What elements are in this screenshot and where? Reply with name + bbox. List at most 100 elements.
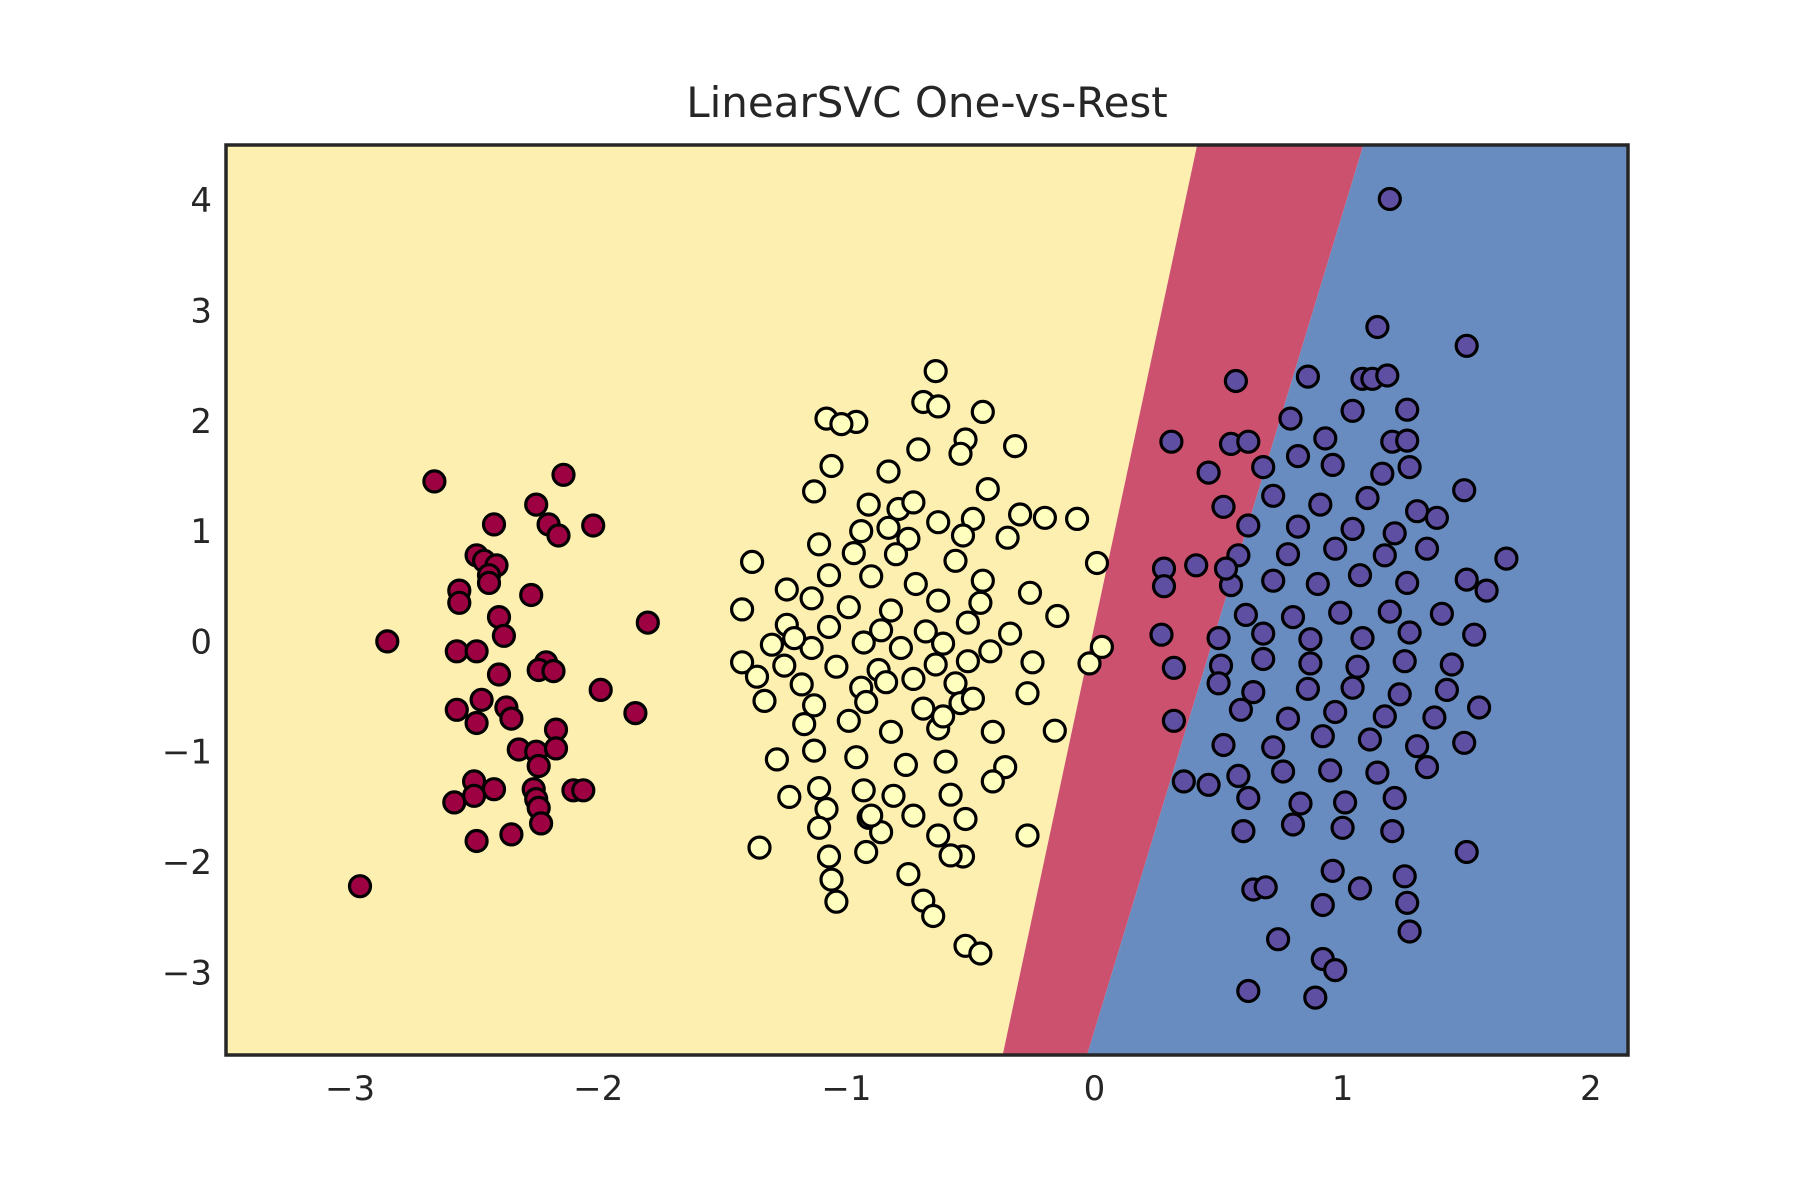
scatter-point-series-2 — [1228, 697, 1254, 722]
scatter-point-series-2 — [1375, 363, 1400, 388]
scatter-point-series-2 — [1251, 621, 1276, 646]
x-tick-label: 1 — [1332, 1069, 1354, 1109]
scatter-point-series-2 — [1288, 791, 1313, 816]
scatter-point-series-0 — [524, 492, 549, 517]
scatter-point-series-2 — [1466, 695, 1492, 720]
scatter-point-series-2 — [1206, 671, 1231, 696]
scatter-point-series-1 — [801, 479, 827, 504]
scatter-point-series-1 — [744, 664, 770, 689]
y-tick-label: 1 — [190, 512, 212, 552]
scatter-point-series-0 — [551, 462, 576, 487]
scatter-point-series-1 — [1064, 506, 1090, 532]
scatter-point-series-2 — [1372, 543, 1397, 568]
scatter-point-series-2 — [1454, 567, 1479, 592]
scatter-point-series-1 — [896, 861, 921, 887]
scatter-point-series-1 — [926, 823, 951, 848]
scatter-point-series-0 — [546, 523, 571, 548]
scatter-point-series-1 — [980, 719, 1005, 744]
scatter-point-series-1 — [774, 577, 799, 602]
scatter-point-series-1 — [777, 784, 802, 810]
scatter-point-series-1 — [759, 632, 785, 657]
scatter-point-series-2 — [1454, 333, 1479, 358]
scatter-point-series-1 — [854, 839, 879, 865]
y-tick-label: −3 — [162, 953, 212, 993]
scatter-point-series-2 — [1261, 483, 1286, 508]
scatter-point-series-2 — [1340, 516, 1365, 542]
scatter-point-series-1 — [836, 595, 861, 620]
scatter-point-series-1 — [975, 477, 1000, 502]
scatter-point-series-2 — [1295, 364, 1321, 389]
region-middle — [1002, 145, 1364, 1055]
scatter-point-series-2 — [1365, 314, 1390, 340]
scatter-point-series-2 — [1270, 759, 1296, 784]
region-left — [226, 145, 1198, 1055]
scatter-point-series-0 — [481, 512, 507, 537]
scatter-point-series-2 — [1404, 734, 1430, 759]
scatter-point-series-1 — [930, 704, 956, 729]
scatter-point-series-0 — [481, 777, 507, 802]
scatter-point-series-0 — [464, 828, 489, 854]
scatter-point-series-2 — [1392, 649, 1417, 674]
scatter-point-series-0 — [462, 783, 487, 808]
scatter-point-series-2 — [1285, 514, 1311, 539]
scatter-point-series-2 — [1434, 677, 1460, 703]
scatter-point-series-1 — [1015, 681, 1040, 706]
scatter-point-series-2 — [1320, 858, 1345, 883]
scatter-point-series-1 — [893, 752, 919, 778]
scatter-point-series-2 — [1236, 978, 1261, 1004]
scatter-point-series-2 — [1370, 461, 1395, 486]
scatter-point-series-2 — [1278, 406, 1303, 431]
scatter-point-series-0 — [422, 469, 447, 494]
scatter-point-series-0 — [588, 677, 613, 703]
scatter-point-series-2 — [1313, 426, 1338, 451]
scatter-point-series-2 — [1275, 706, 1301, 731]
scatter-point-series-1 — [873, 670, 899, 695]
scatter-point-series-1 — [819, 453, 844, 479]
scatter-point-series-1 — [906, 437, 931, 462]
scatter-point-series-1 — [901, 490, 926, 515]
scatter-point-series-1 — [938, 782, 963, 807]
scatter-point-series-0 — [442, 790, 467, 815]
scatter-point-series-2 — [1330, 815, 1355, 840]
scatter-point-series-2 — [1149, 622, 1174, 647]
scatter-point-series-2 — [1236, 513, 1261, 538]
scatter-point-series-1 — [901, 803, 926, 828]
scatter-point-series-2 — [1231, 818, 1256, 844]
scatter-point-series-1 — [829, 412, 854, 437]
scatter-point-series-2 — [1357, 727, 1383, 752]
scatter-point-series-1 — [1077, 651, 1102, 676]
scatter-point-series-1 — [923, 652, 948, 677]
scatter-point-series-1 — [856, 492, 881, 517]
scatter-point-series-1 — [1084, 550, 1110, 576]
scatter-point-series-1 — [903, 571, 928, 597]
scatter-point-series-2 — [1223, 368, 1249, 394]
scatter-point-series-2 — [1298, 651, 1323, 676]
scatter-point-series-2 — [1159, 429, 1184, 454]
scatter-point-series-2 — [1395, 397, 1420, 422]
scatter-point-series-2 — [1397, 455, 1422, 480]
scatter-point-series-2 — [1323, 699, 1348, 725]
scatter-point-series-2 — [1171, 769, 1196, 794]
region-right — [1087, 145, 1628, 1055]
scatter-point-series-2 — [1310, 892, 1335, 918]
decision-regions — [226, 145, 1628, 1055]
y-tick-label: −1 — [162, 733, 212, 773]
scatter-point-series-2 — [1340, 398, 1365, 423]
scatter-point-series-1 — [896, 526, 921, 551]
scatter-point-series-2 — [1382, 521, 1407, 546]
scatter-point-series-0 — [519, 582, 544, 608]
y-tick-label: 4 — [190, 181, 212, 221]
scatter-point-series-2 — [1253, 875, 1278, 900]
scatter-point-series-1 — [995, 525, 1020, 550]
scatter-point-series-2 — [1355, 485, 1380, 511]
scatter-point-series-2 — [1372, 704, 1397, 729]
scatter-point-series-0 — [571, 778, 596, 803]
scatter-point-series-2 — [1323, 957, 1348, 983]
scatter-point-series-1 — [816, 844, 842, 869]
scatter-point-series-2 — [1226, 763, 1251, 789]
x-tick-label: −2 — [573, 1069, 623, 1109]
scatter-point-series-1 — [1015, 823, 1040, 848]
scatter-point-series-2 — [1211, 732, 1236, 758]
scatter-point-series-1 — [901, 666, 926, 692]
